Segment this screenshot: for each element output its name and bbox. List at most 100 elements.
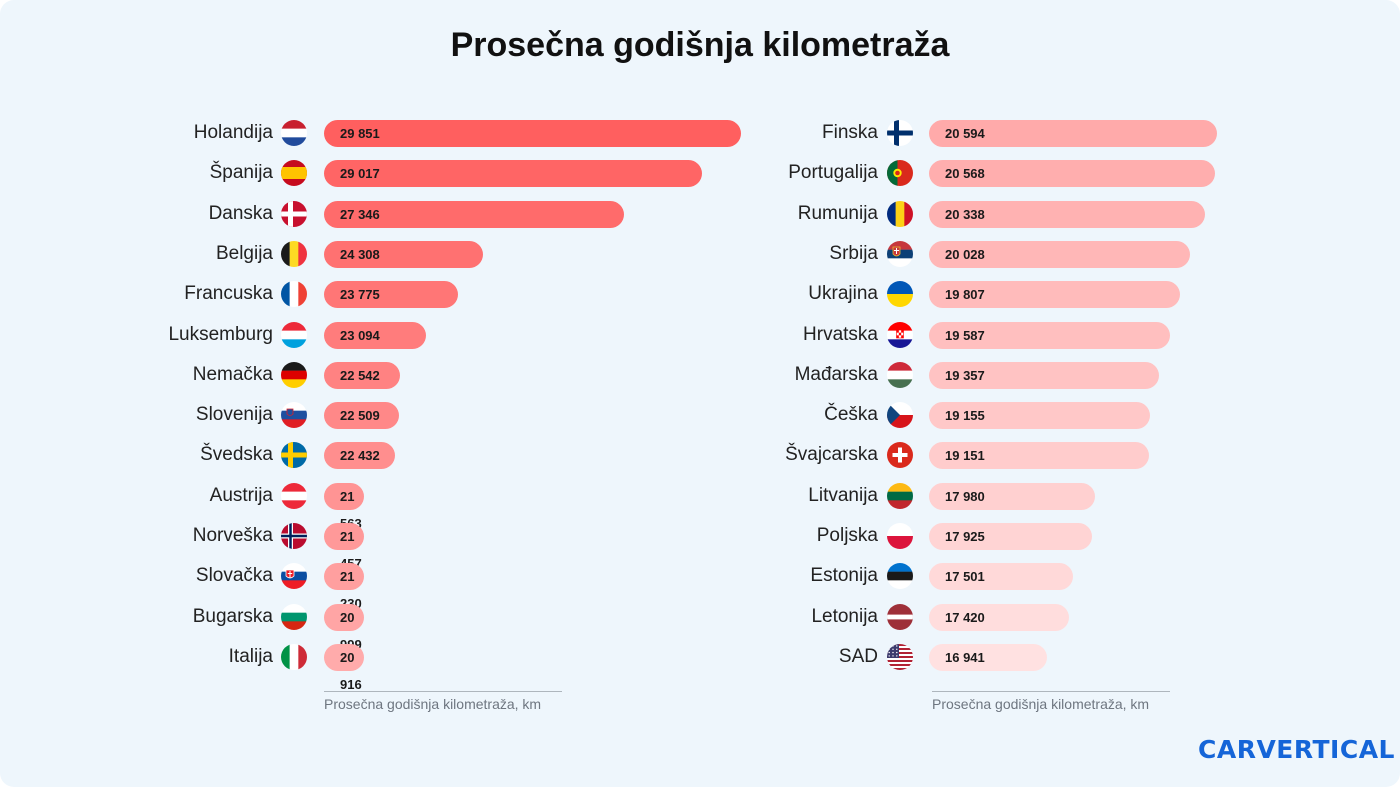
data-bar: 21 563: [324, 482, 364, 531]
data-bar: 29 017: [324, 160, 702, 188]
chart-row: Poljska 17 925: [700, 516, 1400, 556]
country-label: Estonija: [810, 565, 878, 587]
pl-flag-icon: [887, 523, 913, 549]
bar-value-label: 20 594: [945, 126, 985, 141]
bar-value-label: 29 017: [340, 166, 380, 182]
country-label: Češka: [824, 404, 878, 426]
chart-row: Italija 20 916: [0, 637, 760, 692]
country-label: Holandija: [193, 122, 273, 143]
chart-row: Nemačka 22 542: [0, 355, 760, 395]
country-label: Slovenija: [195, 404, 273, 426]
data-bar: 17 925: [929, 523, 1093, 550]
hr-flag-icon: [887, 321, 913, 348]
hu-flag-icon: [887, 361, 913, 388]
country-label: Hrvatska: [803, 323, 878, 345]
chart-row: Belgija 24 308: [0, 234, 760, 274]
country-label: Litvanija: [808, 484, 878, 506]
data-bar: 20 338: [929, 200, 1205, 228]
country-label: Portugalija: [788, 162, 878, 184]
bar-value-label: 17 925: [945, 529, 985, 544]
chart-row: Portugalija 20 568: [700, 153, 1400, 193]
chart-row: Finska 20 594: [700, 113, 1400, 153]
data-bar: 19 807: [929, 281, 1181, 309]
data-bar: 23 775: [324, 281, 458, 309]
bar-value-label: 16 941: [945, 649, 985, 665]
chart-row: Francuska 23 775: [0, 274, 760, 314]
bar-value-label: 19 155: [945, 408, 985, 424]
bar-value-label: 20 916: [340, 649, 362, 692]
data-bar: 19 151: [929, 442, 1150, 470]
bar-value-label: 22 432: [340, 448, 380, 464]
data-bar: 19 155: [929, 402, 1150, 430]
chart-row: Švedska 22 432: [0, 435, 760, 475]
data-bar: 21 457: [324, 523, 364, 571]
right-axis-label: Prosečna godišnja kilometraža, km: [932, 696, 1150, 712]
chart-row: Švajcarska 19 151: [700, 435, 1400, 475]
data-bar: 20 028: [929, 240, 1191, 268]
country-label: Švedska: [200, 444, 273, 466]
left-axis-label: Prosečna godišnja kilometraža, km: [324, 696, 542, 712]
lv-flag-icon: [887, 603, 913, 630]
bar-value-label: 27 346: [340, 206, 380, 222]
country-label: Luksemburg: [168, 323, 273, 345]
chart-row: Litvanija 17 980: [700, 476, 1400, 516]
at-flag-icon: [281, 482, 307, 509]
bar-value-label: 22 509: [340, 408, 380, 424]
rs-flag-icon: [887, 240, 913, 267]
chart-row: SAD 16 941: [700, 637, 1400, 677]
lu-flag-icon: [281, 321, 307, 348]
data-bar: 19 587: [929, 321, 1170, 349]
data-bar: 22 542: [324, 361, 401, 389]
bar-value-label: 19 807: [945, 287, 985, 303]
chart-row: Rumunija 20 338: [700, 194, 1400, 234]
data-bar: 24 308: [324, 240, 483, 268]
bar-value-label: 17 420: [945, 609, 985, 625]
left-axis-line: [324, 691, 562, 692]
bar-value-label: 19 357: [945, 367, 985, 383]
bar-value-label: 29 851: [340, 126, 380, 141]
data-bar: 23 094: [324, 321, 427, 349]
data-bar: 27 346: [324, 200, 624, 228]
bar-value-label: 20 568: [945, 166, 985, 182]
data-bar: 22 509: [324, 402, 399, 430]
data-bar: 17 420: [929, 603, 1069, 631]
country-label: Norveška: [192, 525, 273, 546]
data-bar: 22 432: [324, 442, 396, 470]
data-bar: 20 568: [929, 160, 1216, 188]
bar-value-label: 17 501: [945, 569, 985, 585]
country-label: Danska: [208, 202, 273, 224]
country-label: Italija: [228, 645, 273, 667]
data-bar: 20 999: [324, 603, 364, 652]
chart-row: Luksemburg 23 094: [0, 315, 760, 355]
ch-flag-icon: [887, 442, 913, 469]
data-bar: 17 980: [929, 482, 1095, 510]
country-label: SAD: [838, 645, 878, 667]
bar-value-label: 20 028: [945, 246, 985, 262]
page-title: Prosečna godišnja kilometraža: [450, 26, 950, 64]
country-label: Bugarska: [192, 605, 273, 627]
data-bar: 20 916: [324, 643, 364, 692]
it-flag-icon: [281, 643, 307, 670]
country-label: Španija: [209, 162, 273, 184]
country-label: Mađarska: [794, 363, 878, 385]
chart-row: Danska 27 346: [0, 194, 760, 234]
bar-value-label: 17 980: [945, 488, 985, 504]
us-flag-icon: [887, 643, 913, 670]
country-label: Letonija: [811, 605, 878, 627]
be-flag-icon: [281, 240, 307, 267]
country-label: Finska: [822, 122, 878, 143]
country-label: Belgija: [215, 242, 273, 264]
es-flag-icon: [281, 160, 307, 187]
bar-value-label: 19 151: [945, 448, 985, 464]
bar-value-label: 24 308: [340, 246, 380, 262]
bar-value-label: 19 587: [945, 327, 985, 343]
no-flag-icon: [281, 523, 307, 549]
country-label: Poljska: [816, 525, 878, 546]
chart-row: Španija 29 017: [0, 153, 760, 193]
nl-flag-icon: [281, 120, 307, 146]
pt-flag-icon: [887, 160, 913, 187]
bg-flag-icon: [281, 603, 307, 630]
data-bar: 17 501: [929, 563, 1073, 591]
bar-value-label: 22 542: [340, 367, 380, 383]
